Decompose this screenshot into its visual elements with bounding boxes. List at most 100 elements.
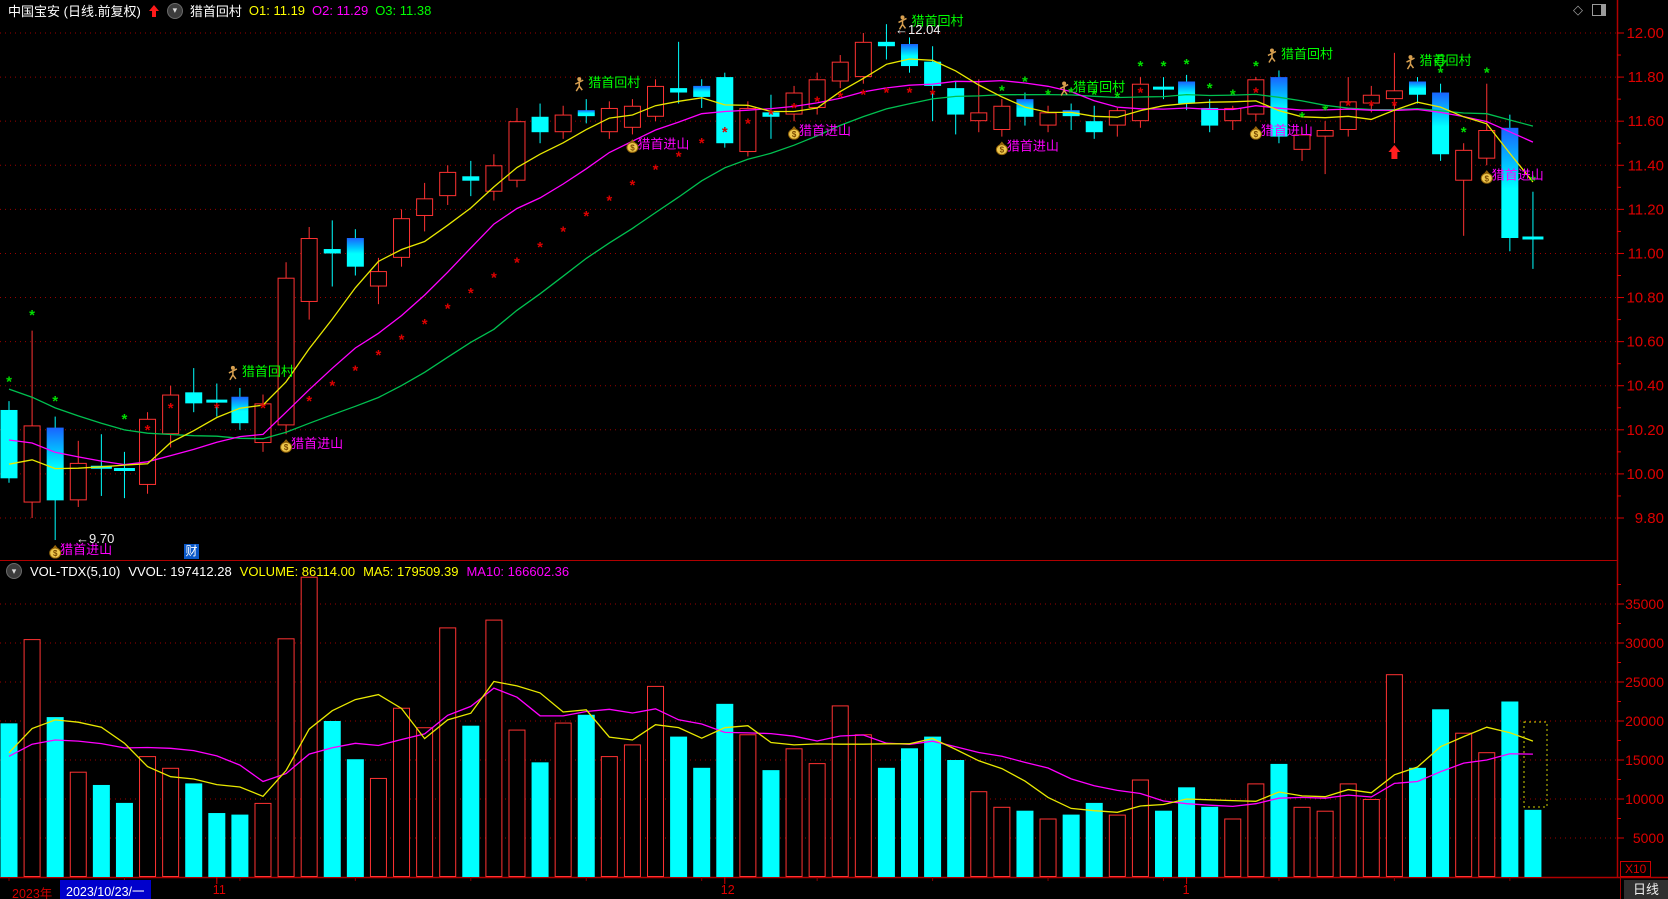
volume-bar[interactable] bbox=[508, 729, 526, 878]
candle[interactable] bbox=[1201, 99, 1219, 133]
candle[interactable] bbox=[1408, 77, 1426, 104]
volume-bar[interactable] bbox=[1178, 787, 1196, 877]
candle[interactable] bbox=[462, 160, 480, 197]
candle[interactable] bbox=[1062, 103, 1080, 130]
volume-bar[interactable] bbox=[1085, 802, 1103, 877]
volume-bar[interactable] bbox=[554, 722, 572, 877]
volume-bar[interactable] bbox=[831, 705, 849, 878]
volume-bar[interactable] bbox=[208, 813, 226, 877]
candle[interactable] bbox=[647, 79, 665, 122]
candle[interactable] bbox=[139, 412, 157, 494]
volume-bar[interactable] bbox=[693, 767, 711, 877]
candle[interactable] bbox=[1039, 105, 1057, 133]
volume-bar[interactable] bbox=[462, 725, 480, 877]
axis-start-date[interactable]: 2023/10/23/一 bbox=[60, 880, 151, 899]
volume-bar[interactable] bbox=[1339, 783, 1357, 878]
candle[interactable] bbox=[185, 368, 203, 413]
candle[interactable] bbox=[693, 79, 711, 108]
volume-bar[interactable] bbox=[1362, 799, 1380, 877]
volume-bar[interactable] bbox=[1455, 732, 1473, 878]
candle[interactable] bbox=[206, 383, 228, 417]
volume-bar[interactable] bbox=[416, 727, 434, 877]
volume-bar[interactable] bbox=[1478, 752, 1496, 878]
volume-bar[interactable] bbox=[1270, 763, 1288, 877]
volume-bar[interactable] bbox=[739, 734, 757, 878]
volume-bar[interactable] bbox=[1062, 814, 1080, 877]
candle[interactable] bbox=[854, 33, 872, 84]
volume-bar[interactable] bbox=[947, 760, 965, 877]
candle[interactable] bbox=[508, 107, 526, 188]
volume-bar[interactable] bbox=[970, 791, 988, 878]
volume-bar[interactable] bbox=[531, 762, 549, 877]
volume-bar[interactable] bbox=[993, 806, 1011, 877]
candle[interactable] bbox=[901, 37, 919, 73]
candle[interactable] bbox=[1085, 105, 1103, 139]
volume-bar[interactable] bbox=[393, 707, 411, 877]
candle[interactable] bbox=[877, 24, 895, 60]
candle[interactable] bbox=[416, 182, 434, 232]
candle[interactable] bbox=[970, 79, 988, 133]
volume-bar[interactable] bbox=[670, 736, 688, 877]
volume-bar[interactable] bbox=[1016, 810, 1034, 877]
panel-layout-icon[interactable] bbox=[1592, 4, 1606, 16]
candle[interactable] bbox=[600, 101, 618, 139]
candle[interactable] bbox=[947, 81, 965, 135]
volume-bar[interactable] bbox=[346, 759, 364, 877]
volume-bar[interactable] bbox=[647, 685, 665, 878]
volume-bar[interactable] bbox=[23, 639, 41, 877]
volume-bar[interactable] bbox=[277, 638, 295, 877]
candle[interactable] bbox=[1501, 114, 1519, 252]
volume-bar[interactable] bbox=[1501, 701, 1519, 878]
candle[interactable] bbox=[531, 103, 549, 144]
volume-bar[interactable] bbox=[46, 717, 64, 877]
volume-bar[interactable] bbox=[439, 627, 457, 878]
volume-bar[interactable] bbox=[877, 767, 895, 877]
candle[interactable] bbox=[1522, 191, 1544, 269]
volume-bar[interactable] bbox=[369, 777, 387, 877]
candle[interactable] bbox=[1293, 127, 1311, 161]
volume-bar[interactable] bbox=[485, 619, 503, 877]
diamond-icon[interactable]: ◇ bbox=[1573, 2, 1583, 17]
volume-bar[interactable] bbox=[924, 736, 942, 877]
candle[interactable] bbox=[1108, 107, 1126, 137]
volume-bar[interactable] bbox=[577, 714, 595, 877]
volume-bar[interactable] bbox=[901, 748, 919, 877]
volume-bar[interactable] bbox=[785, 748, 803, 877]
candle[interactable] bbox=[1432, 83, 1450, 161]
volume-bar[interactable] bbox=[600, 756, 618, 877]
volume-bar[interactable] bbox=[1131, 779, 1149, 877]
candle[interactable] bbox=[300, 226, 318, 320]
period-selector[interactable]: 日线 bbox=[1624, 880, 1668, 899]
candle[interactable] bbox=[762, 94, 780, 139]
selection-box[interactable] bbox=[1523, 721, 1548, 808]
volume-bar[interactable] bbox=[139, 756, 157, 877]
candle[interactable] bbox=[23, 330, 41, 518]
candle[interactable] bbox=[1455, 143, 1473, 236]
candle[interactable] bbox=[346, 229, 364, 276]
volume-bar[interactable] bbox=[162, 767, 180, 877]
candle[interactable] bbox=[1270, 70, 1288, 144]
candle[interactable] bbox=[277, 262, 295, 435]
volume-bar[interactable] bbox=[1432, 709, 1450, 877]
candle[interactable] bbox=[162, 385, 180, 448]
volume-bar[interactable] bbox=[323, 721, 341, 877]
candle[interactable] bbox=[577, 99, 595, 124]
volume-bar[interactable] bbox=[69, 771, 87, 878]
volume-bar[interactable] bbox=[1408, 767, 1426, 877]
candle[interactable] bbox=[46, 416, 64, 541]
candle[interactable] bbox=[554, 105, 572, 139]
candle[interactable] bbox=[1153, 77, 1174, 100]
volume-bar[interactable] bbox=[623, 744, 641, 878]
candle[interactable] bbox=[485, 154, 503, 201]
volume-bar[interactable] bbox=[1108, 814, 1126, 877]
candle[interactable] bbox=[993, 99, 1011, 137]
volume-bar[interactable] bbox=[0, 723, 18, 877]
collapse-volume-icon[interactable]: ▾ bbox=[6, 563, 22, 579]
candle[interactable] bbox=[670, 41, 688, 104]
volume-bar[interactable] bbox=[1316, 810, 1334, 878]
candle[interactable] bbox=[254, 394, 272, 452]
volume-bar[interactable] bbox=[1293, 806, 1311, 877]
candle[interactable] bbox=[1385, 52, 1403, 144]
collapse-main-icon[interactable]: ▾ bbox=[166, 2, 183, 19]
candle[interactable] bbox=[90, 434, 112, 496]
